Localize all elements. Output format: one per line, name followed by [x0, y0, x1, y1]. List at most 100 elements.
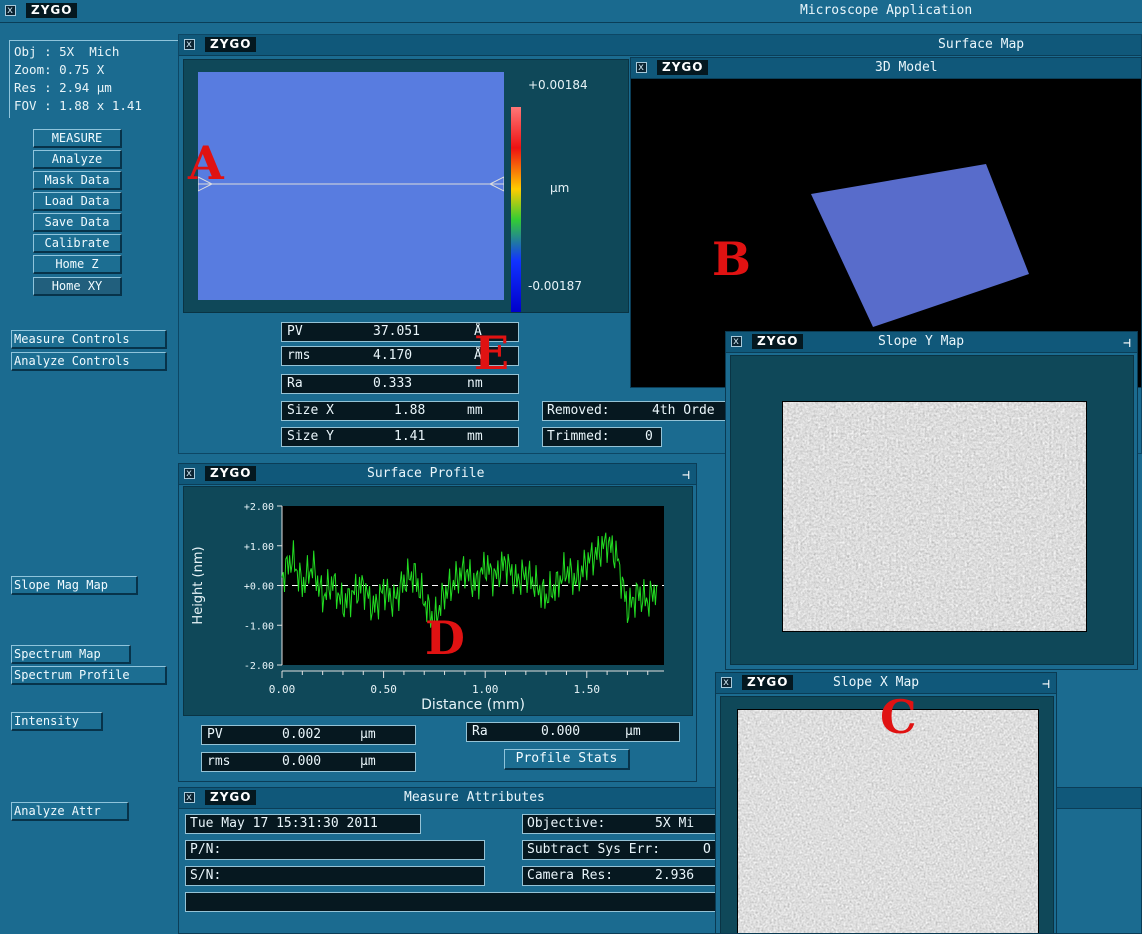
profile-stats-button[interactable]: Profile Stats: [504, 749, 630, 770]
x-axis-label: Distance (mm): [421, 697, 525, 713]
close-icon[interactable]: [721, 673, 732, 693]
size-x-field: Size X 1.88 mm: [281, 401, 519, 421]
zygo-logo: ZYGO: [752, 334, 804, 349]
removed-value: 4th Orde: [652, 403, 715, 418]
slope-x-map-window: ZYGO Slope X Map ⊣: [715, 672, 1057, 934]
pv-value: 37.051: [373, 324, 420, 339]
surface-map-title-bar: ZYGO Surface Map: [179, 35, 1141, 56]
close-icon[interactable]: [184, 35, 195, 55]
spectrum-profile-button[interactable]: Spectrum Profile: [11, 666, 167, 685]
comment-field[interactable]: [185, 892, 785, 912]
ra-value: 0.333: [373, 376, 413, 391]
close-icon[interactable]: [184, 464, 195, 484]
scale-min-label: -0.00187: [528, 279, 582, 293]
surface-map-image[interactable]: [198, 72, 504, 300]
y-tick-label: +0.00: [244, 582, 274, 593]
pin-icon[interactable]: ⊣: [1042, 677, 1050, 692]
close-icon[interactable]: [184, 788, 195, 808]
rms-label: rms: [287, 348, 311, 363]
save-data-button[interactable]: Save Data: [33, 213, 122, 232]
pin-icon[interactable]: ⊣: [682, 468, 690, 483]
profile-plot-area: +2.00 +1.00 +0.00 -1.00 -2.00 0.00 0.50 1.00 1.5…: [183, 486, 693, 716]
surface-map-title: Surface Map: [938, 37, 1025, 52]
camera-res-field: Camera Res: 2.936: [522, 866, 722, 886]
surface-profile-chart[interactable]: +2.00 +1.00 +0.00 -1.00 -2.00 0.00 0.50 1.00 1.5…: [184, 487, 694, 717]
analyze-button[interactable]: Analyze: [33, 150, 122, 169]
zygo-logo: ZYGO: [205, 466, 257, 481]
objective-field: Objective: 5X Mi: [522, 814, 722, 834]
size-y-value: 1.41: [394, 429, 426, 444]
close-icon[interactable]: [636, 58, 647, 78]
app-title-bar: ZYGO Microscope Application: [0, 0, 1142, 23]
zygo-logo: ZYGO: [742, 675, 794, 690]
3d-model-title-bar: ZYGO 3D Model: [631, 58, 1141, 79]
home-xy-button[interactable]: Home XY: [33, 277, 122, 296]
part-number-field[interactable]: P/N:: [185, 840, 485, 860]
3d-model-title: 3D Model: [875, 60, 938, 75]
zygo-logo: ZYGO: [26, 3, 78, 18]
measure-controls-button[interactable]: Measure Controls: [11, 330, 167, 349]
ra-label: Ra: [287, 376, 303, 391]
analyze-attr-button[interactable]: Analyze Attr: [11, 802, 129, 821]
ra-unit: nm: [467, 376, 483, 391]
y-tick-label: +1.00: [244, 542, 274, 553]
profile-ra-unit: µm: [625, 724, 641, 739]
profile-rms-unit: µm: [360, 754, 376, 769]
camera-res-label: Camera Res:: [527, 868, 614, 883]
profile-series-line: [281, 532, 659, 629]
pv-field: PV 37.051 Å: [281, 322, 519, 342]
measure-button[interactable]: MEASURE: [33, 129, 122, 148]
size-y-unit: mm: [467, 429, 483, 444]
annotation-a: A: [188, 136, 224, 190]
analyze-controls-button[interactable]: Analyze Controls: [11, 352, 167, 371]
slope-y-map-window: ZYGO Slope Y Map ⊣: [725, 331, 1138, 670]
profile-pv-label: PV: [207, 727, 223, 742]
subtract-sys-err-field: Subtract Sys Err: O: [522, 840, 722, 860]
trimmed-label: Trimmed:: [547, 429, 610, 444]
zygo-logo: ZYGO: [205, 37, 257, 52]
pin-icon[interactable]: ⊣: [1123, 336, 1131, 351]
slope-x-title-bar: ZYGO Slope X Map ⊣: [716, 673, 1056, 694]
ra-field: Ra 0.333 nm: [281, 374, 519, 394]
y-axis-label: Height (nm): [191, 546, 206, 624]
profile-rms-field: rms 0.000 µm: [201, 752, 416, 772]
sys-err-label: Subtract Sys Err:: [527, 842, 661, 857]
load-data-button[interactable]: Load Data: [33, 192, 122, 211]
slope-x-title: Slope X Map: [833, 675, 920, 690]
y-tick-label: +2.00: [244, 502, 274, 513]
color-scale-bar: [511, 107, 521, 312]
slope-y-plot-area: [730, 355, 1134, 665]
y-tick-label: -2.00: [244, 661, 274, 672]
slope-mag-map-button[interactable]: Slope Mag Map: [11, 576, 138, 595]
profile-start-marker[interactable]: [198, 176, 214, 192]
3d-surface-render[interactable]: [631, 79, 1142, 388]
slope-y-image[interactable]: [782, 401, 1087, 632]
rms-field: rms 4.170 Å: [281, 346, 519, 366]
zygo-logo: ZYGO: [205, 790, 257, 805]
zygo-logo: ZYGO: [657, 60, 709, 75]
x-tick-label: 1.00: [472, 683, 499, 696]
date-value: Tue May 17 15:31:30 2011: [190, 816, 378, 831]
rms-unit: Å: [474, 348, 482, 363]
scale-unit-label: µm: [550, 181, 570, 195]
home-z-button[interactable]: Home Z: [33, 255, 122, 274]
size-y-label: Size Y: [287, 429, 334, 444]
spectrum-map-button[interactable]: Spectrum Map: [11, 645, 131, 664]
close-icon[interactable]: [731, 332, 742, 352]
serial-number-field[interactable]: S/N:: [185, 866, 485, 886]
rms-value: 4.170: [373, 348, 413, 363]
y-tick-label: -1.00: [244, 621, 274, 632]
calibrate-button[interactable]: Calibrate: [33, 234, 122, 253]
profile-rms-label: rms: [207, 754, 231, 769]
size-y-field: Size Y 1.41 mm: [281, 427, 519, 447]
x-tick-label: 0.50: [370, 683, 397, 696]
slope-y-title: Slope Y Map: [878, 334, 965, 349]
serial-number-label: S/N:: [190, 868, 222, 883]
intensity-button[interactable]: Intensity: [11, 712, 103, 731]
mask-data-button[interactable]: Mask Data: [33, 171, 122, 190]
slope-x-image[interactable]: [737, 709, 1039, 934]
profile-end-marker[interactable]: [488, 176, 504, 192]
trimmed-value: 0: [645, 429, 653, 444]
close-icon[interactable]: [5, 1, 16, 21]
annotation-b: B: [712, 232, 751, 286]
